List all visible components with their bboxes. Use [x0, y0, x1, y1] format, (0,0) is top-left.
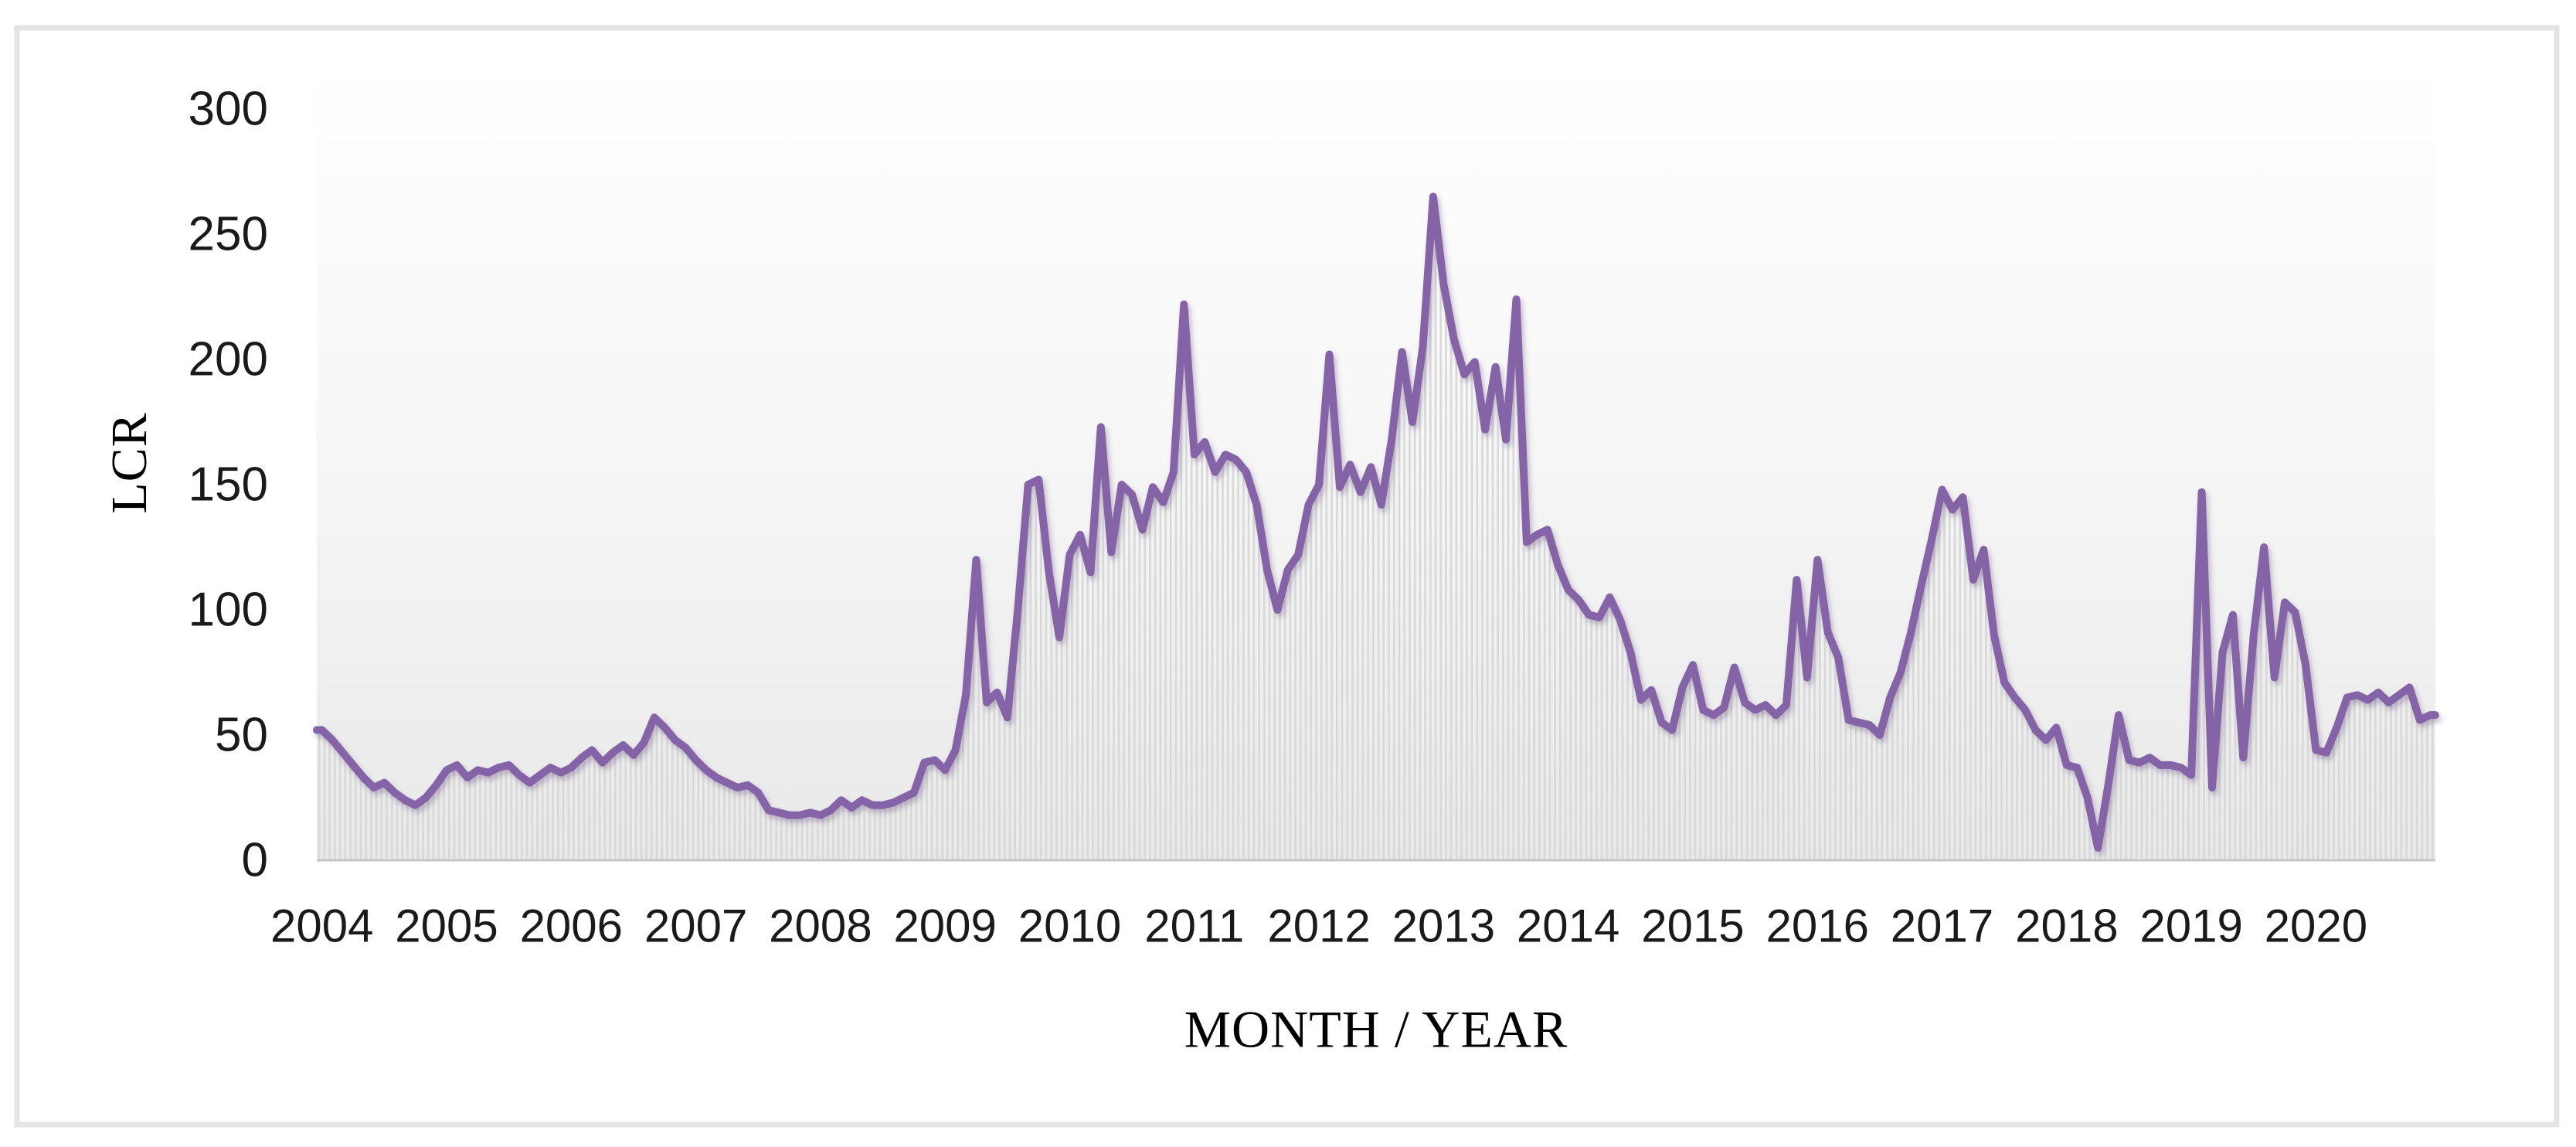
x-tick-label: 2018 [2015, 900, 2118, 952]
y-tick-label: 150 [189, 458, 268, 512]
figure-border [14, 25, 2560, 1128]
lcr-series-area-hatch [317, 196, 2435, 860]
y-tick-label: 50 [215, 709, 268, 762]
y-axis-title: LCR [101, 412, 158, 514]
x-tick-label: 2007 [644, 900, 747, 952]
x-tick-label: 2020 [2265, 900, 2367, 952]
x-tick-label: 2005 [395, 900, 498, 952]
x-axis-title: MONTH / YEAR [1184, 999, 1568, 1059]
x-tick-label: 2014 [1517, 900, 1619, 952]
x-tick-label: 2008 [769, 900, 872, 952]
x-tick-label: 2012 [1267, 900, 1370, 952]
x-tick-label: 2013 [1392, 900, 1495, 952]
x-tick-label: 2016 [1766, 900, 1869, 952]
x-tick-label: 2004 [270, 900, 373, 952]
y-tick-label: 200 [189, 333, 268, 386]
y-tick-label: 300 [189, 83, 268, 136]
x-tick-label: 2017 [1891, 900, 1993, 952]
x-tick-label: 2011 [1144, 900, 1244, 952]
x-tick-label: 2015 [1641, 900, 1744, 952]
lcr-series-line [313, 192, 2439, 852]
x-tick-label: 2006 [520, 900, 623, 952]
y-tick-label: 250 [189, 208, 268, 261]
y-tick-label: 0 [242, 834, 268, 887]
y-tick-label: 100 [189, 584, 268, 637]
x-tick-label: 2009 [893, 900, 996, 952]
x-tick-label: 2010 [1018, 900, 1121, 952]
x-tick-label: 2019 [2139, 900, 2242, 952]
